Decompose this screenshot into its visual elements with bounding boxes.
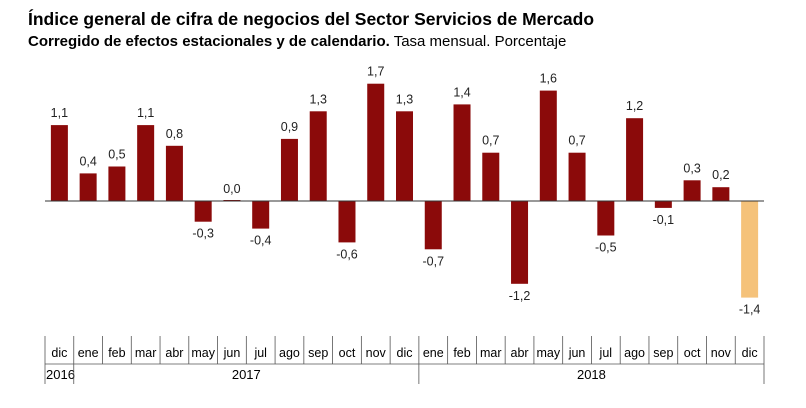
bar-16: [482, 152, 500, 201]
value-label-8: -0,4: [250, 234, 272, 248]
value-label-22: -0,1: [653, 213, 675, 227]
value-label-5: 0,8: [166, 127, 183, 141]
bar-10: [309, 111, 327, 201]
category-label-22: sep: [653, 346, 673, 360]
chart-title: Índice general de cifra de negocios del …: [28, 9, 595, 29]
bar-4: [137, 125, 155, 201]
value-label-2: 0,4: [79, 154, 96, 168]
bar-20: [597, 201, 615, 236]
chart-subtitle-rest: Tasa mensual. Porcentaje: [393, 33, 567, 50]
bar-5: [165, 145, 183, 201]
category-label-25: dic: [742, 346, 758, 360]
category-label-1: dic: [51, 346, 67, 360]
value-label-11: -0,6: [336, 247, 358, 261]
value-label-14: -0,7: [422, 254, 444, 268]
bar-25: [741, 201, 759, 298]
bar-2: [79, 173, 97, 201]
value-label-18: 1,6: [540, 72, 557, 86]
bar-23: [683, 180, 701, 201]
bar-22: [654, 201, 672, 208]
category-label-19: jun: [568, 346, 586, 360]
category-label-2: ene: [78, 346, 99, 360]
value-label-12: 1,7: [367, 65, 384, 79]
category-label-12: nov: [366, 346, 387, 360]
value-label-9: 0,9: [281, 120, 298, 134]
value-label-3: 0,5: [108, 148, 125, 162]
bar-8: [252, 201, 270, 229]
bar-9: [280, 138, 298, 201]
category-label-24: nov: [711, 346, 732, 360]
bar-6: [194, 201, 212, 222]
value-label-17: -1,2: [509, 289, 531, 303]
year-label-2017: 2017: [232, 367, 261, 382]
category-label-13: dic: [397, 346, 413, 360]
value-label-21: 1,2: [626, 99, 643, 113]
bar-3: [108, 166, 126, 201]
category-label-18: may: [536, 346, 560, 360]
bar-13: [396, 111, 413, 201]
value-label-7: 0,0: [223, 182, 240, 196]
value-label-1: 1,1: [51, 106, 68, 120]
year-label-2016: 2016: [46, 367, 75, 382]
category-label-9: ago: [279, 346, 300, 360]
value-label-24: 0,2: [712, 168, 729, 182]
category-label-7: jun: [223, 346, 241, 360]
value-label-13: 1,3: [396, 92, 413, 106]
bar-1: [50, 125, 68, 201]
value-label-16: 0,7: [482, 134, 499, 148]
value-label-15: 1,4: [453, 85, 470, 99]
bar-24: [712, 187, 730, 201]
bar-14: [424, 201, 442, 250]
category-label-14: ene: [423, 346, 444, 360]
bar-11: [338, 201, 356, 243]
category-label-11: oct: [339, 346, 356, 360]
chart-subtitle-bold: Corregido de efectos estacionales y de c…: [28, 33, 390, 50]
bar-12: [367, 83, 385, 201]
category-label-6: may: [191, 346, 215, 360]
value-label-6: -0,3: [192, 227, 214, 241]
bar-18: [539, 90, 557, 201]
category-label-10: sep: [308, 346, 328, 360]
category-label-16: mar: [480, 346, 502, 360]
bar-17: [511, 201, 529, 284]
value-label-25: -1,4: [739, 303, 761, 317]
category-label-4: mar: [135, 346, 157, 360]
category-label-23: oct: [684, 346, 701, 360]
bar-19: [568, 152, 586, 201]
category-label-17: abr: [511, 346, 529, 360]
value-label-10: 1,3: [310, 92, 327, 106]
bar-15: [453, 104, 471, 201]
chart-subtitle: Corregido de efectos estacionales y de c…: [28, 33, 566, 50]
category-label-5: abr: [165, 346, 183, 360]
bar-21: [626, 118, 644, 201]
category-label-21: ago: [624, 346, 645, 360]
value-label-4: 1,1: [137, 106, 154, 120]
value-label-19: 0,7: [568, 134, 585, 148]
category-label-8: jul: [253, 346, 267, 360]
category-label-20: jul: [599, 346, 613, 360]
value-label-20: -0,5: [595, 241, 617, 255]
category-label-3: feb: [108, 346, 125, 360]
year-label-2018: 2018: [577, 367, 606, 382]
category-label-15: feb: [453, 346, 470, 360]
value-label-23: 0,3: [683, 161, 700, 175]
